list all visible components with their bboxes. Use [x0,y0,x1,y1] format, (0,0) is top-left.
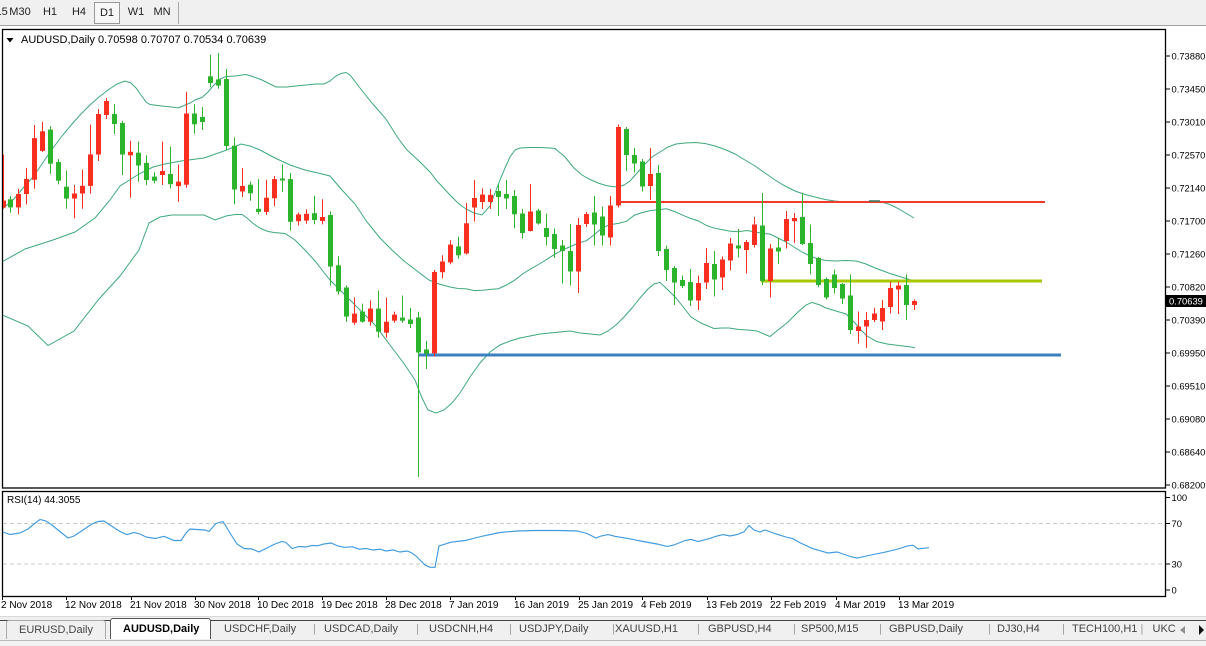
svg-text:12 Nov 2018: 12 Nov 2018 [65,600,122,611]
svg-text:0.73010: 0.73010 [1172,116,1206,127]
svg-text:0.72570: 0.72570 [1172,149,1206,160]
svg-text:0.71260: 0.71260 [1172,248,1206,259]
svg-text:0.70639: 0.70639 [1169,296,1203,307]
svg-text:4 Mar 2019: 4 Mar 2019 [835,600,886,611]
svg-text:13 Mar 2019: 13 Mar 2019 [898,600,955,611]
svg-text:2 Nov 2018: 2 Nov 2018 [1,600,53,611]
svg-text:0.69950: 0.69950 [1172,347,1206,358]
svg-text:4 Feb 2019: 4 Feb 2019 [641,600,692,611]
svg-text:0.68640: 0.68640 [1172,446,1206,457]
svg-text:30 Nov 2018: 30 Nov 2018 [194,600,251,611]
svg-text:0.69510: 0.69510 [1172,380,1206,391]
svg-text:25 Jan 2019: 25 Jan 2019 [578,600,633,611]
svg-text:RSI(14) 44.3055: RSI(14) 44.3055 [7,495,81,506]
svg-text:0.68200: 0.68200 [1172,479,1206,490]
svg-text:22 Feb 2019: 22 Feb 2019 [770,600,827,611]
svg-text:30: 30 [1172,558,1182,569]
svg-text:16 Jan 2019: 16 Jan 2019 [514,600,569,611]
svg-text:0.70390: 0.70390 [1172,314,1206,325]
svg-text:19 Dec 2018: 19 Dec 2018 [321,600,378,611]
svg-text:0.73450: 0.73450 [1172,83,1206,94]
svg-text:0.71700: 0.71700 [1172,215,1206,226]
svg-text:7 Jan 2019: 7 Jan 2019 [449,600,499,611]
svg-text:13 Feb 2019: 13 Feb 2019 [706,600,763,611]
svg-text:0.70820: 0.70820 [1172,281,1206,292]
svg-text:0.72140: 0.72140 [1172,182,1206,193]
svg-text:0: 0 [1172,584,1177,595]
svg-text:28 Dec 2018: 28 Dec 2018 [385,600,442,611]
svg-text:0.73880: 0.73880 [1172,50,1206,61]
svg-text:10 Dec 2018: 10 Dec 2018 [257,600,314,611]
svg-text:0.69080: 0.69080 [1172,413,1206,424]
svg-text:21 Nov 2018: 21 Nov 2018 [130,600,187,611]
svg-text:AUDUSD,Daily 0.70598 0.70707: AUDUSD,Daily 0.70598 0.70707 0.70534 0.7… [21,34,266,46]
svg-text:70: 70 [1172,518,1182,529]
svg-text:100: 100 [1172,492,1188,503]
